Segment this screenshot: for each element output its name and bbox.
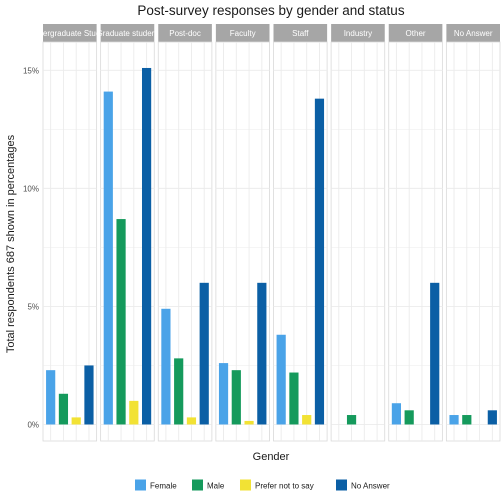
- facet-strip: [158, 24, 212, 42]
- legend-swatch: [240, 479, 251, 491]
- facet-panel: Faculty: [215, 24, 270, 442]
- x-axis-title: Gender: [253, 451, 290, 463]
- facet-panel: Post-doc: [157, 24, 213, 442]
- bar-prefer-not-to-say: [129, 400, 139, 425]
- chart-title: Post-survey responses by gender and stat…: [137, 3, 404, 18]
- y-tick-label: 5%: [27, 302, 39, 311]
- facet-strip-label: Industry: [344, 29, 372, 38]
- legend-item: Male: [192, 479, 225, 491]
- facet-strip: [215, 24, 270, 42]
- y-axis: 0% 5% 10% 15%: [23, 66, 39, 429]
- facet-panel: Industry: [330, 24, 386, 442]
- bar-no-answer: [487, 410, 497, 425]
- facet-strip-label: Graduate student: [97, 29, 160, 38]
- bar-female: [449, 415, 459, 425]
- facet-strip-label: Undergraduate Student: [28, 29, 112, 38]
- facet-panel: No Answer: [445, 24, 501, 442]
- legend: Female Male Prefer not to say No Answer: [135, 479, 390, 491]
- bar-male: [116, 219, 126, 425]
- legend-label: Prefer not to say: [255, 482, 314, 491]
- y-tick-label: 10%: [23, 184, 39, 193]
- bar-male: [58, 393, 69, 425]
- facet-strip: [331, 24, 385, 42]
- bar-prefer-not-to-say: [244, 420, 254, 425]
- facet-strip: [446, 24, 500, 42]
- y-tick-label: 0%: [27, 420, 39, 429]
- legend-label: Female: [150, 482, 177, 491]
- bar-female: [391, 403, 402, 425]
- facet-panel: Undergraduate Student: [28, 24, 112, 442]
- legend-item: Prefer not to say: [240, 479, 314, 491]
- y-axis-title: Total respondents 687 shown in percentag…: [5, 134, 17, 353]
- bar-male: [289, 372, 299, 425]
- legend-label: Male: [207, 482, 225, 491]
- bar-no-answer: [84, 365, 94, 425]
- bar-no-answer: [199, 282, 209, 425]
- legend-label: No Answer: [351, 482, 390, 491]
- legend-swatch: [336, 479, 347, 491]
- bar-male: [346, 415, 357, 425]
- facet-strip-label: Other: [406, 29, 426, 38]
- bar-prefer-not-to-say: [186, 417, 197, 425]
- facet-strip-label: Post-doc: [169, 29, 201, 38]
- facet-panel: Graduate student: [97, 24, 160, 442]
- bar-male: [174, 358, 184, 425]
- facet-strip: [388, 24, 443, 42]
- bar-no-answer: [314, 98, 325, 425]
- bar-female: [161, 308, 171, 425]
- bar-male: [462, 415, 472, 425]
- facet-strip: [43, 24, 97, 42]
- bar-female: [276, 334, 286, 425]
- bar-male: [404, 410, 414, 425]
- panel-background: [445, 41, 501, 442]
- facet-strip: [273, 24, 328, 42]
- bar-female: [103, 91, 113, 425]
- bar-prefer-not-to-say: [71, 417, 81, 425]
- y-tick-label: 15%: [23, 66, 39, 75]
- facet-strip: [100, 24, 155, 42]
- facet-panel: Other: [388, 24, 443, 442]
- facet-panel: Staff: [273, 24, 328, 442]
- bar-female: [218, 363, 229, 425]
- bar-female: [46, 370, 56, 425]
- bar-male: [231, 370, 241, 425]
- bar-no-answer: [430, 282, 440, 425]
- bar-prefer-not-to-say: [302, 415, 312, 425]
- bar-no-answer: [141, 67, 152, 425]
- legend-item: No Answer: [336, 479, 390, 491]
- legend-swatch: [135, 479, 146, 491]
- facet-strip-label: Staff: [292, 29, 309, 38]
- legend-swatch: [192, 479, 203, 491]
- facet-strip-label: No Answer: [454, 29, 493, 38]
- legend-item: Female: [135, 479, 177, 491]
- panel-background: [330, 41, 386, 442]
- bar-no-answer: [257, 282, 267, 425]
- facet-strip-label: Faculty: [230, 29, 256, 38]
